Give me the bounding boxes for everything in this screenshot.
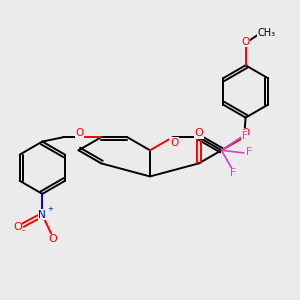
Text: F: F — [245, 147, 251, 157]
Text: +: + — [48, 206, 54, 212]
Text: O: O — [242, 37, 250, 46]
Text: O: O — [242, 128, 250, 138]
Text: O: O — [75, 128, 83, 138]
Text: O: O — [194, 128, 203, 138]
Text: CH₃: CH₃ — [258, 28, 276, 38]
Text: F: F — [230, 168, 236, 178]
Text: O: O — [13, 222, 22, 232]
Text: -: - — [22, 226, 25, 235]
Text: O: O — [49, 234, 57, 244]
Text: N: N — [38, 210, 46, 220]
Text: O: O — [170, 138, 178, 148]
Text: F: F — [242, 131, 247, 141]
